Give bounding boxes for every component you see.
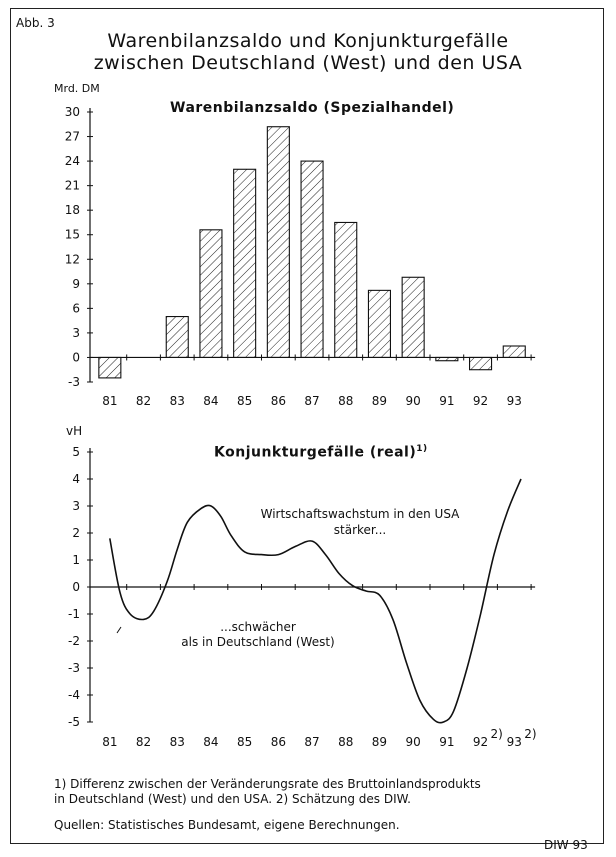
line-annotation: stärker...	[334, 523, 386, 537]
bar-y-tick-label: 9	[72, 277, 80, 291]
line-chart-title: Konjunkturgefälle (real)1)	[214, 444, 428, 461]
bar	[199, 229, 223, 359]
source-note: Quellen: Statistisches Bundesamt, eigene…	[54, 818, 400, 832]
line-x-tick-label: 81	[102, 735, 117, 749]
figure-title-line1: Warenbilanzsaldo und Konjunkturgefälle	[107, 30, 509, 52]
bar-y-tick-label: 6	[72, 301, 80, 315]
bar-x-tick-label: 89	[372, 394, 387, 408]
line-y-tick-label: -4	[68, 688, 80, 702]
line-x-tick-sup: 2)	[524, 727, 536, 741]
line-x-tick-label: 84	[203, 735, 218, 749]
bar-x-tick-label: 93	[507, 394, 522, 408]
line-x-tick-label: 82	[136, 735, 151, 749]
line-x-tick-label: 86	[271, 735, 286, 749]
line-y-tick-label: 3	[72, 499, 80, 513]
line-chart: -5 -4 -3 -2 -1 0 1 2 3 4 5 81 82 83 84 85 86 87 88 89 90 91 92…	[68, 445, 537, 749]
line-x-tick-sup: 2)	[491, 727, 503, 741]
series-line	[109, 478, 522, 724]
line-x-tick-label: 91	[439, 735, 454, 749]
line-annotation: ...schwächer	[220, 620, 296, 634]
bar-x-tick-label: 91	[439, 394, 454, 408]
bar-y-tick-label: 27	[65, 130, 80, 144]
bar	[334, 221, 358, 359]
bar	[367, 289, 392, 359]
bar-y-tick-label: -3	[68, 375, 80, 389]
figure-title-line2: zwischen Deutschland (West) und den USA	[93, 52, 523, 74]
line-y-tick-label: 5	[72, 445, 80, 459]
bar	[300, 160, 324, 359]
line-chart-unit: vH	[66, 424, 83, 438]
bar-x-tick-label: 84	[203, 394, 218, 408]
line-x-tick-label: 88	[338, 735, 353, 749]
bar-y-tick-label: 0	[72, 350, 80, 364]
line-chart-title-text: Konjunkturgefälle (real)	[214, 444, 417, 461]
line-x-tick-label: 87	[304, 735, 319, 749]
bar-y-tick-label: 12	[65, 252, 80, 266]
bar-x-tick-label: 81	[102, 394, 117, 408]
bar-x-tick-label: 82	[136, 394, 151, 408]
figure-label: Abb. 3	[16, 16, 55, 30]
bar	[401, 276, 425, 359]
bar	[502, 345, 526, 359]
bar-y-tick-label: 15	[65, 228, 80, 242]
line-y-tick-label: -1	[68, 607, 80, 621]
bar-x-tick-label: 90	[406, 394, 421, 408]
bar-y-tick-label: 30	[65, 105, 80, 119]
line-y-tick-label: 4	[72, 472, 80, 486]
line-x-tick-label: 85	[237, 735, 252, 749]
bar	[435, 356, 459, 362]
line-y-tick-label: 0	[72, 580, 80, 594]
line-x-tick-label: 90	[406, 735, 421, 749]
line-x-tick-label: 93	[507, 735, 522, 749]
line-x-tick-label: 83	[170, 735, 185, 749]
footnote-line2: in Deutschland (West) und den USA. 2) Sc…	[54, 792, 411, 806]
line-y-tick-label: 2	[72, 526, 80, 540]
line-x-tick-label: 89	[372, 735, 387, 749]
line-x-tick-label: 92	[473, 735, 488, 749]
footnote-line1: 1) Differenz zwischen der Veränderungsra…	[54, 777, 481, 791]
line-annotation: als in Deutschland (West)	[181, 635, 335, 649]
line-y-tick-label: -5	[68, 715, 80, 729]
line-annotation: Wirtschaftswachstum in den USA	[261, 507, 461, 521]
bar-chart-unit: Mrd. DM	[54, 82, 100, 95]
bar	[165, 315, 189, 359]
bar-chart: -3 0 3 6 9 12 15 18 21 24 27 30 81 82 83 84 85 86 87 88 89 90…	[65, 105, 536, 408]
bar-x-tick-label: 92	[473, 394, 488, 408]
bar	[468, 356, 493, 371]
line-y-tick-label: -3	[68, 661, 80, 675]
line-y-tick-label: -2	[68, 634, 80, 648]
bar-x-tick-label: 88	[338, 394, 353, 408]
bar	[98, 356, 122, 379]
credit: DIW 93	[544, 838, 588, 852]
figure-frame	[10, 8, 604, 844]
line-y-tick-label: 1	[72, 553, 80, 567]
bar-x-tick-label: 86	[271, 394, 286, 408]
bar-y-tick-label: 18	[65, 203, 80, 217]
bar-chart-title: Warenbilanzsaldo (Spezialhandel)	[170, 100, 455, 116]
annotation-mark	[116, 626, 122, 634]
line-chart-title-sup: 1)	[416, 444, 428, 454]
bar-y-tick-label: 3	[72, 326, 80, 340]
bar-x-tick-label: 83	[170, 394, 185, 408]
bar-y-tick-label: 21	[65, 179, 80, 193]
bar	[233, 168, 257, 359]
bar	[266, 126, 290, 359]
bar-x-tick-label: 87	[304, 394, 319, 408]
bar-y-tick-label: 24	[65, 154, 80, 168]
bar-x-tick-label: 85	[237, 394, 252, 408]
